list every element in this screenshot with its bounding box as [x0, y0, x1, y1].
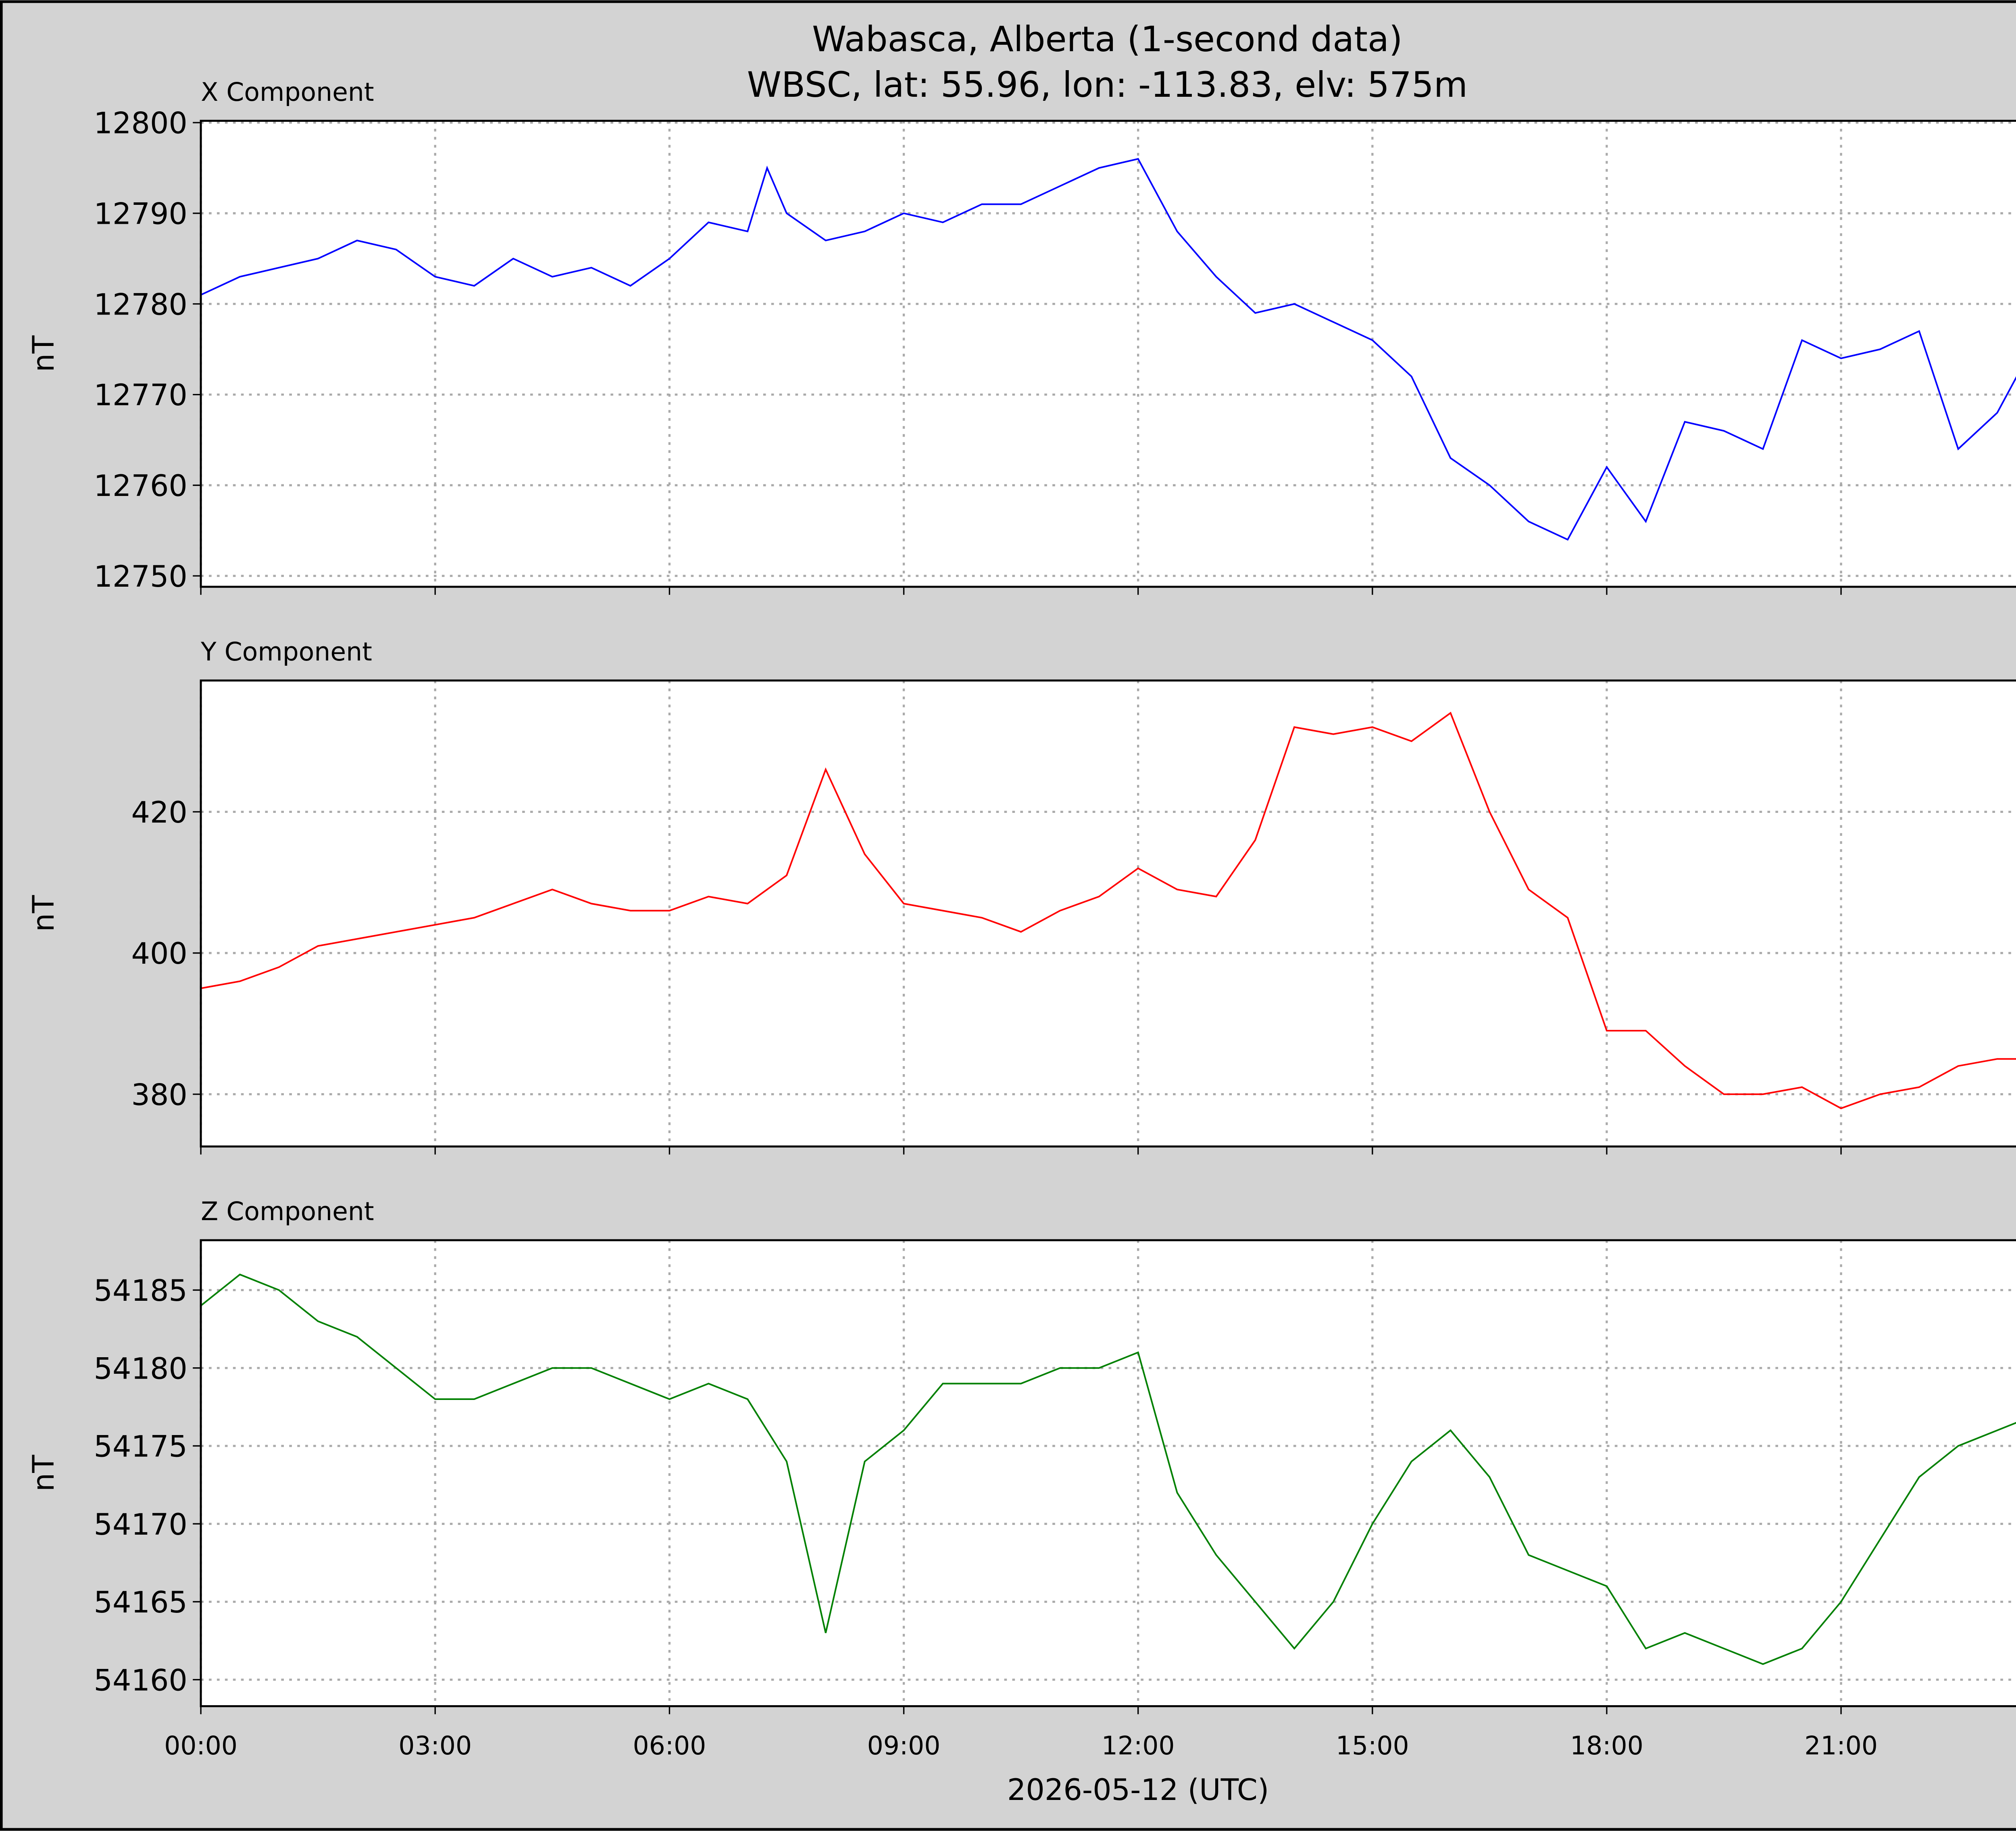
y-tick-label: 54185: [94, 1274, 187, 1308]
y-tick-label: 54180: [94, 1352, 187, 1386]
x-tick-label: 09:00: [867, 1731, 941, 1760]
x-axis-label: 2026-05-12 (UTC): [1007, 1773, 1269, 1807]
figure-subtitle: WBSC, lat: 55.96, lon: -113.83, elv: 575…: [747, 65, 1468, 105]
plot-frame: [200, 679, 2016, 1148]
y-tick-label: 380: [131, 1078, 187, 1112]
figure-title: Wabasca, Alberta (1-second data): [812, 19, 1403, 60]
y-tick-label: 12780: [94, 287, 187, 322]
y-axis-label: nT: [27, 335, 61, 372]
data-line: [201, 158, 2016, 541]
y-tick-label: 420: [131, 796, 187, 830]
y-tick-label: 12760: [94, 469, 187, 503]
panel-title: X Component: [201, 77, 374, 107]
x-tick-label: 00:00: [164, 1731, 237, 1760]
x-tick-label: 06:00: [633, 1731, 706, 1760]
plot-frame: [200, 120, 2016, 588]
y-tick-label: 12770: [94, 378, 187, 412]
x-tick-label: 15:00: [1336, 1731, 1409, 1760]
y-axis-label: nT: [27, 895, 61, 932]
y-tick-label: 12800: [94, 106, 187, 141]
y-tick-label: 54170: [94, 1508, 187, 1542]
data-line: [201, 1273, 2016, 1665]
plot-frame: [200, 1239, 2016, 1707]
y-tick-label: 54165: [94, 1585, 187, 1620]
panel-title: Z Component: [201, 1196, 374, 1226]
plot-area: [201, 121, 2016, 587]
y-tick-label: 12750: [94, 560, 187, 594]
x-tick-label: 18:00: [1570, 1731, 1643, 1760]
x-tick-label: 03:00: [398, 1731, 472, 1760]
x-tick-label: 12:00: [1102, 1731, 1175, 1760]
x-tick-label: 21:00: [1804, 1731, 1878, 1760]
y-axis-label: nT: [27, 1455, 61, 1491]
plot-area: [201, 680, 2016, 1147]
y-tick-label: 400: [131, 937, 187, 971]
panel-title: Y Component: [200, 637, 372, 667]
data-line: [201, 712, 2016, 1109]
y-tick-label: 54160: [94, 1663, 187, 1698]
y-tick-label: 12790: [94, 197, 187, 231]
y-tick-label: 54175: [94, 1430, 187, 1464]
plot-area: [201, 1240, 2016, 1706]
